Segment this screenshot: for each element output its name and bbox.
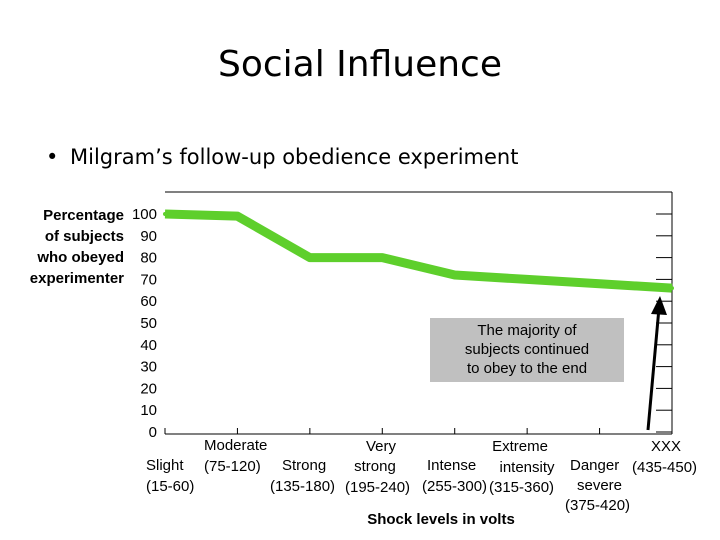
y-tick-label: 20: [140, 380, 157, 397]
slide-title: Social Influence: [217, 44, 502, 85]
x-category-label: (375-420): [565, 497, 630, 514]
data-point: [670, 286, 674, 291]
series-line: [163, 209, 674, 293]
data-point: [597, 281, 602, 286]
chart-axes: [164, 191, 673, 435]
callout-box: [430, 318, 624, 382]
y-axis-label-line: Percentage: [43, 207, 124, 224]
x-category-label: intensity: [499, 459, 555, 476]
x-axis-label: Shock levels in volts: [367, 511, 515, 528]
callout-text-line: to obey to the end: [467, 360, 587, 377]
y-axis-label-line: of subjects: [45, 228, 124, 245]
bullet-dot-icon: •: [46, 145, 59, 169]
x-category-label: strong: [354, 458, 396, 475]
arrow-head-icon: [651, 296, 667, 315]
x-category-label: Slight: [146, 457, 184, 474]
x-category-label: (195-240): [345, 479, 410, 496]
data-point: [525, 277, 530, 282]
x-category-label: (435-450): [632, 459, 697, 476]
annotation-callout: The majority of subjects continued to obey…: [430, 318, 624, 382]
x-category-label: Very: [366, 438, 397, 455]
y-tick-label: 60: [140, 293, 157, 310]
series-path: [164, 209, 673, 293]
data-point: [307, 255, 312, 260]
callout-text-line: subjects continued: [465, 341, 589, 358]
x-category-label: Moderate: [204, 437, 267, 454]
x-category-label: (255-300): [422, 478, 487, 495]
data-point: [163, 212, 167, 216]
x-category-label: (135-180): [270, 478, 335, 495]
y-tick-label: 70: [140, 271, 157, 288]
y-tick-label: 90: [140, 228, 157, 245]
x-category-label: Strong: [282, 457, 326, 474]
x-axis-title: Shock levels in volts: [367, 511, 515, 528]
y-tick-label: 40: [140, 337, 157, 354]
x-category-label: (315-360): [489, 479, 554, 496]
x-category-label: Intense: [427, 457, 476, 474]
x-category-label: Extreme: [492, 438, 548, 455]
data-point: [380, 255, 385, 260]
bullet-point: • Milgram’s follow-up obedience experimen…: [46, 145, 518, 169]
y-tick-label: 30: [140, 359, 157, 376]
annotation-arrow: [646, 296, 667, 431]
x-category-label: Danger: [570, 457, 619, 474]
data-point: [452, 273, 457, 278]
x-category-label: (75-120): [204, 458, 261, 475]
y-tick-label: 50: [140, 315, 157, 332]
data-point: [235, 214, 240, 219]
callout-text-line: The majority of: [477, 322, 577, 339]
x-category-label: severe: [577, 477, 622, 494]
x-axis-categories: Slight (15-60) Moderate (75-120) Strong (135-…: [146, 437, 697, 514]
y-tick-label: 100: [132, 206, 157, 223]
x-category-label: (15-60): [146, 478, 194, 495]
x-category-label: XXX: [651, 438, 681, 455]
y-axis-label-line: who obeyed: [36, 249, 124, 266]
y-axis-label: Percentage of subjects who obeyed experimen…: [30, 207, 124, 287]
y-tick-label: 0: [149, 424, 157, 441]
y-tick-label: 80: [140, 250, 157, 267]
y-tick-label: 10: [140, 402, 157, 419]
bullet-text: Milgram’s follow-up obedience experiment: [70, 145, 519, 169]
y-axis-label-line: experimenter: [30, 270, 124, 287]
arrow-shaft: [646, 307, 661, 431]
